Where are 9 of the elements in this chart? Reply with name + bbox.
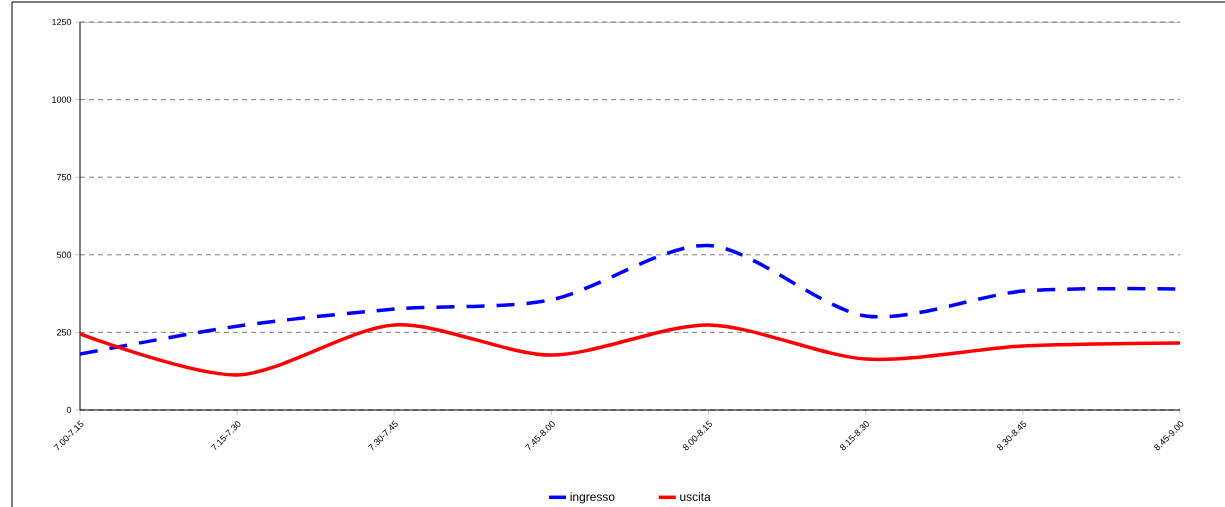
legend-label: uscita <box>680 492 711 501</box>
y-tick-label: 750 <box>56 174 72 181</box>
y-tick-label: 1000 <box>52 96 72 103</box>
y-tick-label: 0 <box>66 406 72 414</box>
y-tick-label: 1250 <box>52 18 72 26</box>
legend-label: ingresso <box>570 492 615 504</box>
y-tick-label: 500 <box>56 251 72 258</box>
y-tick-label: 250 <box>56 329 72 336</box>
line-series <box>80 323 1180 377</box>
